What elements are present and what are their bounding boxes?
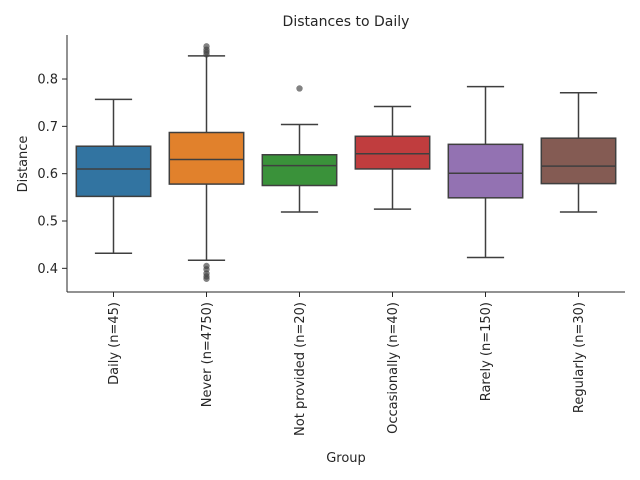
box-group: [354, 105, 431, 210]
outlier-point: [203, 275, 210, 282]
box-iqr: [168, 131, 245, 185]
box-group: [261, 85, 338, 213]
box-group: [168, 43, 245, 282]
outlier-point: [296, 85, 303, 92]
y-tick-label: 0.8: [37, 73, 58, 88]
y-tick-label: 0.4: [37, 262, 58, 277]
x-tick-label: Not provided (n=20): [293, 302, 308, 436]
box-iqr: [540, 137, 617, 185]
x-tick-label: Daily (n=45): [107, 302, 122, 385]
x-axis-ticks: Daily (n=45) Never (n=4750) Not provided (…: [107, 292, 587, 436]
box-iqr: [75, 145, 152, 198]
outlier-point: [203, 43, 210, 50]
box-iqr: [261, 153, 338, 187]
x-tick-label: Occasionally (n=40): [386, 302, 401, 434]
y-tick-label: 0.6: [37, 167, 58, 182]
box-group: [75, 98, 152, 254]
x-tick-label: Never (n=4750): [200, 302, 215, 407]
x-tick-label: Regularly (n=30): [572, 302, 587, 413]
x-axis-label: Group: [326, 451, 366, 466]
x-tick-label: Rarely (n=150): [479, 302, 494, 401]
y-axis-ticks: 0.4 0.5 0.6 0.7 0.8: [37, 73, 67, 277]
y-tick-label: 0.7: [37, 120, 58, 135]
chart-title: Distances to Daily: [283, 14, 410, 30]
box-iqr: [447, 143, 524, 199]
y-axis-label: Distance: [16, 136, 31, 193]
plot-area: [75, 43, 617, 282]
box-group: [447, 85, 524, 259]
box-group: [540, 91, 617, 213]
box-iqr: [354, 135, 431, 170]
y-tick-label: 0.5: [37, 215, 58, 230]
